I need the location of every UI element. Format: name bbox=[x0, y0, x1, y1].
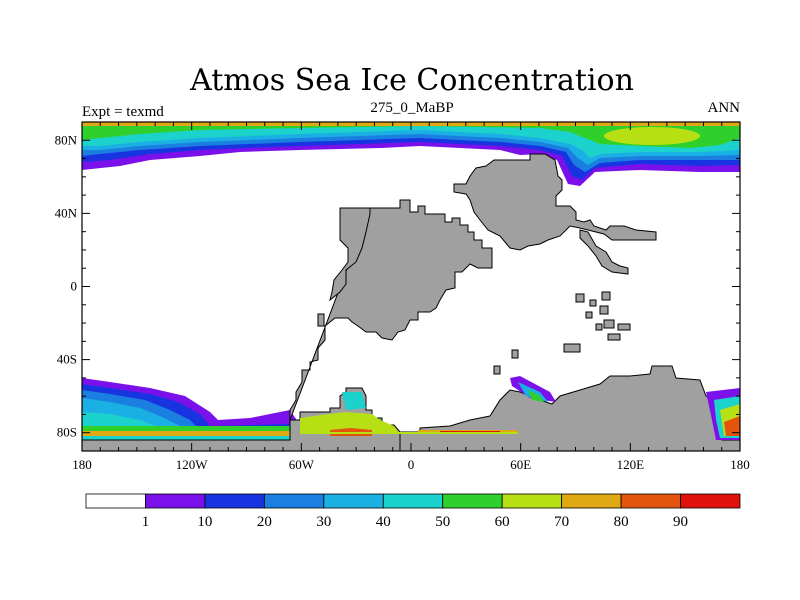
y-tick-label: 0 bbox=[71, 279, 78, 294]
land-island-1 bbox=[575, 293, 585, 303]
x-tick-label: 180 bbox=[730, 457, 750, 472]
subtitle-center: 275_0_MaBP bbox=[370, 100, 453, 116]
land-east-archipelago bbox=[579, 229, 629, 275]
colorbar-label: 70 bbox=[554, 514, 569, 530]
colorbar-label: 1 bbox=[142, 514, 150, 530]
colorbar-swatch bbox=[204, 493, 265, 509]
colorbar-swatch bbox=[323, 493, 384, 509]
colorbar-swatch bbox=[85, 493, 146, 509]
colorbar-label: 40 bbox=[376, 514, 391, 530]
land-island-13 bbox=[493, 365, 501, 375]
south-polar-strip-60pct bbox=[300, 432, 518, 434]
north-ice-core-60pct bbox=[604, 127, 700, 145]
land-island-2 bbox=[589, 299, 597, 307]
land-pangaea-main bbox=[82, 199, 521, 451]
colorbar-swatch bbox=[442, 493, 503, 509]
colorbar-label: 20 bbox=[257, 514, 272, 530]
x-tick-label: 60W bbox=[289, 457, 315, 472]
colorbar-label: 80 bbox=[614, 514, 629, 530]
colorbar-swatch bbox=[382, 493, 444, 509]
inner-ice-40pct bbox=[342, 392, 366, 410]
chart-title: Atmos Sea Ice Concentration bbox=[189, 63, 634, 98]
inner-ice-60pct bbox=[300, 412, 400, 434]
land-island-11 bbox=[317, 313, 325, 327]
subtitle-right: ANN bbox=[708, 100, 741, 116]
land bbox=[82, 153, 740, 451]
x-axis: 180 120W 60W 0 60E 120E 180 bbox=[72, 122, 750, 472]
land-island-6 bbox=[603, 319, 615, 329]
land-island-9 bbox=[607, 333, 621, 341]
colorbar-swatch bbox=[501, 493, 563, 509]
colorbar-swatch bbox=[680, 493, 741, 509]
y-tick-label: 80N bbox=[55, 132, 78, 147]
colorbar: 1 10 20 30 40 50 60 70 80 90 bbox=[85, 493, 741, 530]
colorbar-label: 60 bbox=[495, 514, 510, 530]
north-ice-band-50pct bbox=[82, 122, 740, 148]
subtitle-left: Expt = texmd bbox=[82, 104, 164, 120]
colorbar-label: 30 bbox=[316, 514, 331, 530]
south-ice-field-inner bbox=[300, 376, 740, 440]
land-island-3 bbox=[601, 291, 611, 301]
land-island-7 bbox=[617, 323, 631, 331]
y-tick-label: 40N bbox=[55, 205, 78, 220]
colorbar-label: 90 bbox=[673, 514, 688, 530]
land-island-5 bbox=[585, 311, 593, 319]
land-island-12 bbox=[511, 349, 519, 359]
colorbar-swatch bbox=[561, 493, 622, 509]
land-island-4 bbox=[599, 305, 609, 315]
x-tick-label: 120W bbox=[176, 457, 209, 472]
y-tick-label: 40S bbox=[57, 352, 77, 367]
x-tick-label: 180 bbox=[72, 457, 92, 472]
east-edge-ice-80pct bbox=[724, 416, 740, 436]
east-basin-ice-60pct bbox=[528, 390, 544, 402]
south-ice-band-50pct bbox=[82, 426, 298, 434]
x-tick-label: 120E bbox=[617, 457, 645, 472]
y-axis: 80N 40N 0 40S 80S bbox=[55, 121, 740, 452]
land-pangaea-east bbox=[453, 153, 657, 251]
colorbar-label: 10 bbox=[197, 514, 212, 530]
y-tick-label: 80S bbox=[57, 425, 77, 440]
south-ice-band-70pct bbox=[82, 431, 298, 436]
colorbar-swatch bbox=[263, 493, 325, 509]
land-west-lobe bbox=[329, 207, 371, 302]
plot-area bbox=[82, 122, 740, 451]
colorbar-swatch bbox=[145, 493, 206, 509]
land-island-10 bbox=[563, 343, 581, 353]
colorbar-label: 50 bbox=[435, 514, 450, 530]
x-tick-label: 60E bbox=[510, 457, 531, 472]
land-island-8 bbox=[595, 323, 603, 331]
x-tick-label: 0 bbox=[408, 457, 415, 472]
colorbar-swatch bbox=[620, 493, 681, 509]
